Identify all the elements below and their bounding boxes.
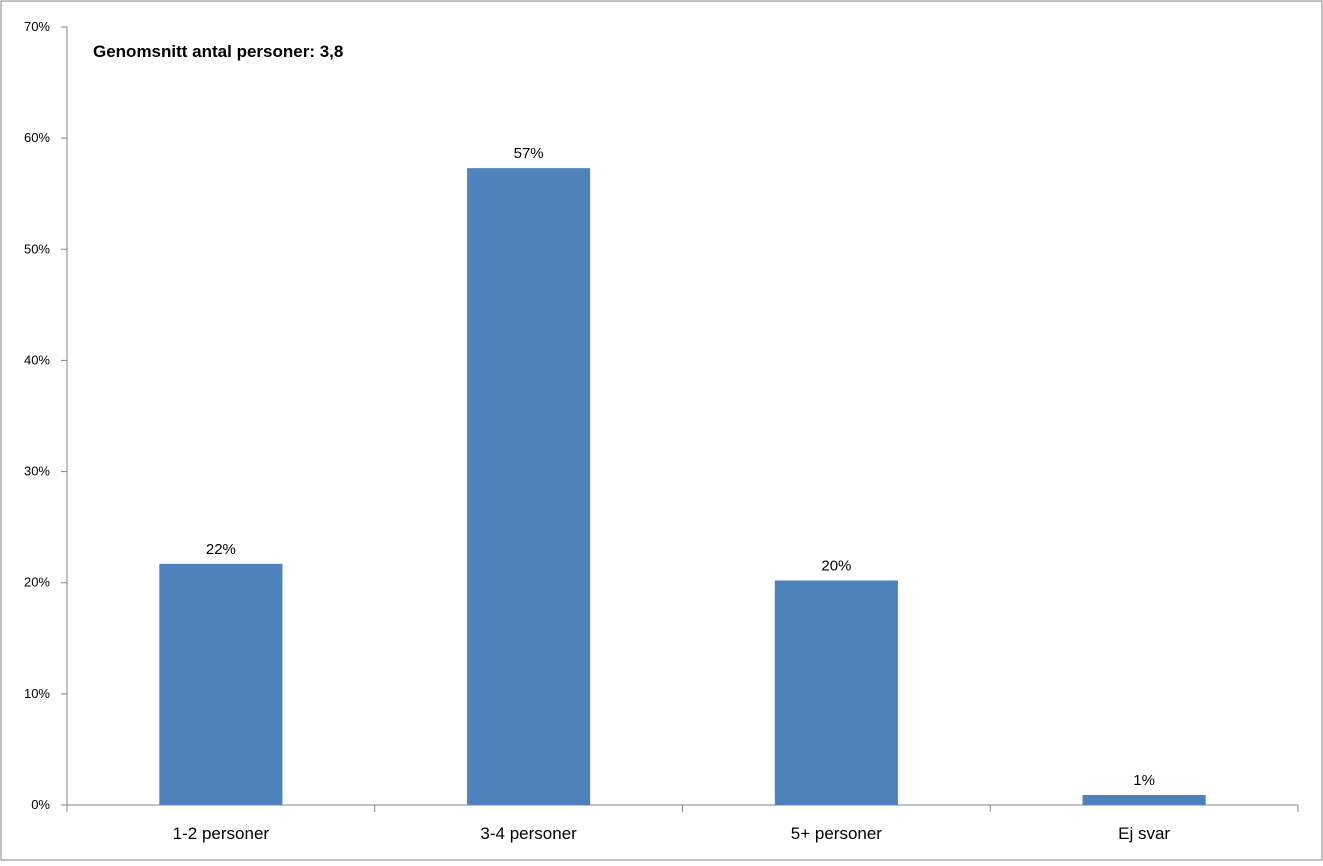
bars [159,168,1206,805]
bar [159,563,283,805]
x-tick-label: 1-2 personer [173,824,270,843]
y-tick-label: 40% [24,352,50,367]
bar [1082,794,1206,805]
y-tick-label: 20% [24,575,50,590]
data-label: 1% [1133,772,1155,789]
bar [774,580,898,805]
y-tick-label: 70% [24,19,50,34]
chart-annotation: Genomsnitt antal personer: 3,8 [93,42,343,61]
x-tick-label: 3-4 personer [480,824,577,843]
y-tick-label: 60% [24,130,50,145]
data-label: 20% [821,557,851,574]
x-tick-label: 5+ personer [791,824,883,843]
labels: 0% 10% 20% 30% 40% 50% 60% 70% 22% 1-2 personer 57… [24,19,1170,843]
data-label: 22% [206,541,236,558]
data-label: 57% [514,145,544,162]
bar [467,168,591,805]
y-tick-label: 10% [24,686,50,701]
y-tick-label: 50% [24,241,50,256]
y-tick-label: 30% [24,464,50,479]
y-tick-label: 0% [31,797,50,812]
x-tick-label: Ej svar [1118,824,1170,843]
